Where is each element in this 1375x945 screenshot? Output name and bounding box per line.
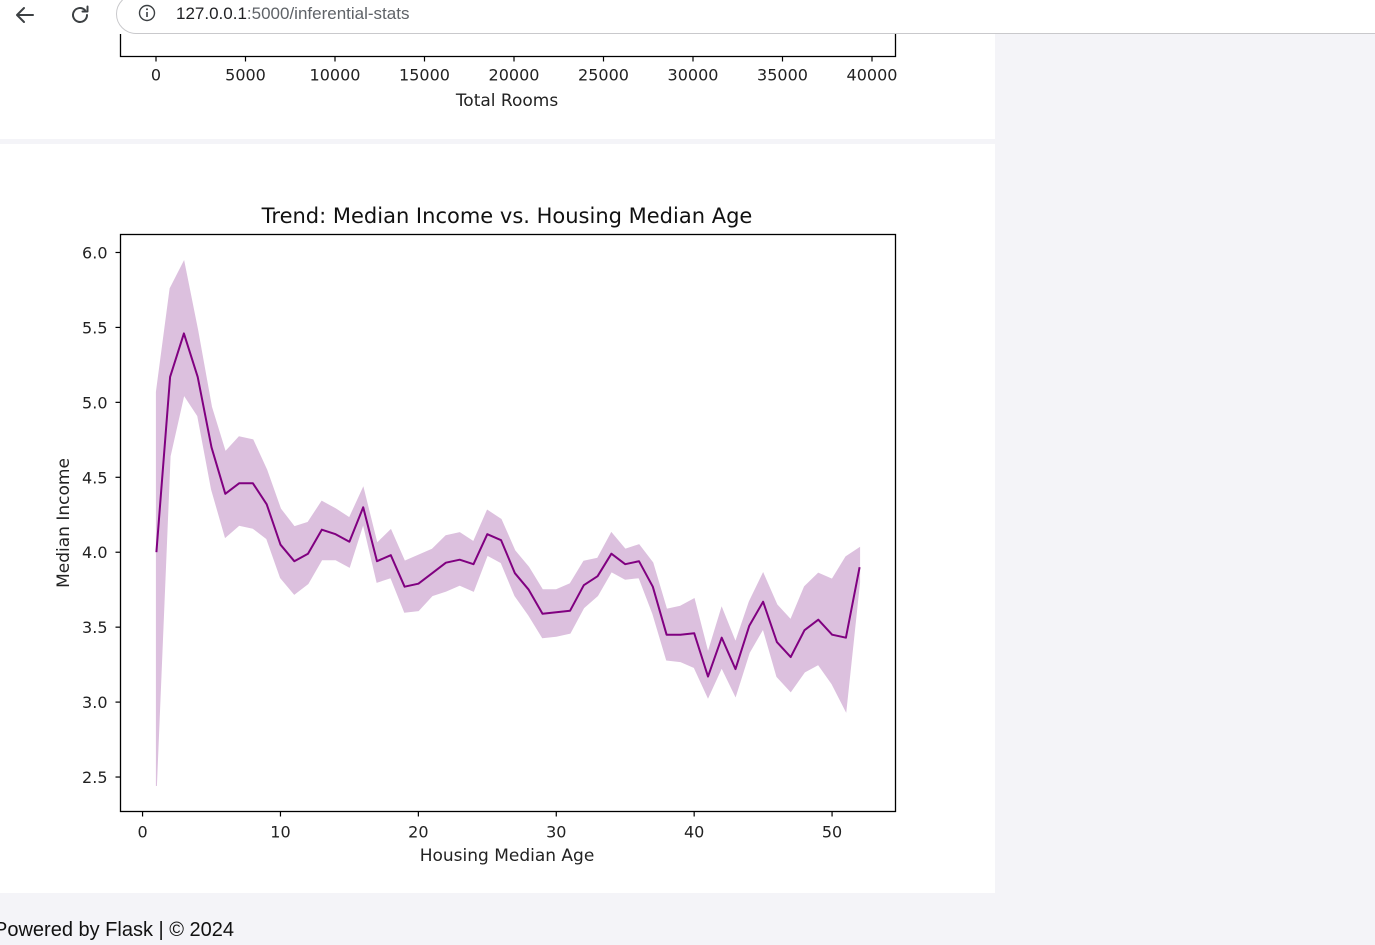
xtick-label: 30 (546, 823, 566, 842)
address-bar[interactable] (116, 0, 1375, 34)
top-xtick-label: 40000 (847, 66, 898, 85)
top-chart-card: 0 5000 10000 15000 20000 25000 30000 35000 40000… (0, 34, 995, 139)
x-axis-ticks: 0 10 20 30 40 50 (137, 811, 842, 842)
browser-toolbar: 127.0.0.1:5000/inferential-stats (0, 0, 1375, 34)
reload-icon (72, 5, 89, 23)
xtick-label: 0 (137, 823, 147, 842)
url-host: 127.0.0.1 (176, 4, 247, 23)
top-xtick-label: 25000 (578, 66, 629, 85)
ytick-label: 3.0 (82, 693, 107, 712)
info-icon[interactable] (138, 4, 156, 22)
trend-chart-card: Trend: Median Income vs. Housing Median … (0, 144, 995, 893)
ytick-label: 4.0 (82, 543, 107, 562)
top-xtick-label: 5000 (225, 66, 266, 85)
x-axis-label: Housing Median Age (420, 846, 595, 866)
ytick-label: 6.0 (82, 243, 107, 262)
xtick-label: 20 (408, 823, 428, 842)
footer-text: Powered by Flask | © 2024 (0, 919, 235, 941)
top-chart-xlabel: Total Rooms (455, 91, 559, 111)
plot-frame (119, 233, 897, 813)
y-axis-label: Median Income (54, 458, 74, 588)
series-line (155, 332, 861, 678)
confidence-band (155, 259, 861, 787)
top-xtick-label: 20000 (489, 66, 540, 85)
ytick-label: 5.5 (82, 318, 107, 337)
top-xtick-label: 35000 (757, 66, 808, 85)
url-text[interactable]: 127.0.0.1:5000/inferential-stats (176, 3, 409, 25)
xtick-label: 10 (270, 823, 290, 842)
chart-title: Trend: Median Income vs. Housing Median … (261, 204, 753, 228)
ytick-label: 2.5 (82, 768, 107, 787)
trend-chart: Trend: Median Income vs. Housing Median … (54, 204, 897, 866)
ytick-label: 3.5 (82, 618, 107, 637)
xtick-label: 40 (684, 823, 704, 842)
top-xtick-label: 10000 (310, 66, 361, 85)
top-chart-xticks: 0 5000 10000 15000 20000 25000 30000 35000 40000 (151, 56, 898, 85)
reload-button[interactable] (63, 0, 97, 30)
url-path: :5000/inferential-stats (246, 4, 410, 23)
ytick-label: 5.0 (82, 393, 107, 412)
y-axis-ticks: 2.5 3.0 3.5 4.0 4.5 5.0 5.5 6.0 (82, 243, 121, 787)
top-xtick-label: 0 (151, 66, 161, 85)
xtick-label: 50 (822, 823, 842, 842)
back-button[interactable] (8, 0, 42, 30)
arrow-left-icon (16, 7, 34, 23)
ytick-label: 4.5 (82, 468, 107, 487)
top-xtick-label: 15000 (399, 66, 450, 85)
top-chart-frame (119, 34, 897, 58)
top-xtick-label: 30000 (668, 66, 719, 85)
top-chart-partial: 0 5000 10000 15000 20000 25000 30000 35000 40000… (119, 34, 898, 111)
